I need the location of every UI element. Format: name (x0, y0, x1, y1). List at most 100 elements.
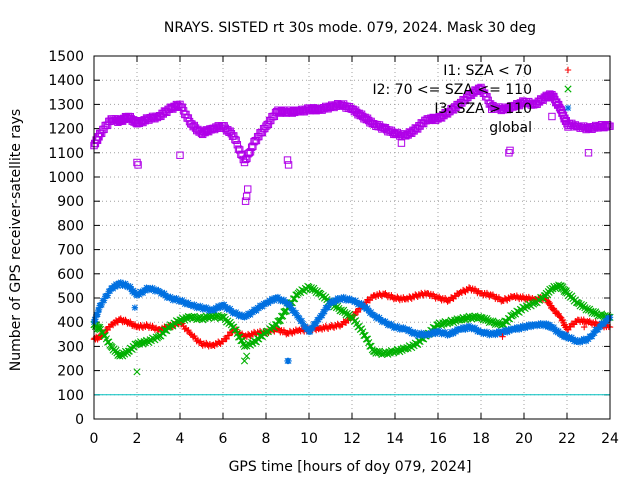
data-point (220, 301, 228, 308)
data-point (420, 332, 427, 339)
data-point (271, 297, 278, 304)
data-point (312, 320, 320, 327)
data-point (318, 312, 326, 319)
outlier-point (284, 161, 293, 169)
data-point (256, 332, 264, 340)
data-point (455, 326, 462, 334)
plot-frame (93, 55, 611, 420)
legend-marker (564, 85, 572, 93)
data-point (516, 326, 523, 333)
legend: I1: SZA < 70 I2: 70 <= SZA <= 110 I3: SZA … (372, 63, 572, 136)
outlier-point (133, 158, 141, 167)
data-point (591, 329, 598, 337)
x-tick-label: 2 (133, 431, 142, 447)
y-tick-label: 0 (75, 412, 84, 428)
data-point (232, 136, 240, 145)
data-point (304, 325, 312, 333)
data-point (292, 309, 300, 316)
data-point (605, 315, 613, 322)
data-point (444, 332, 451, 339)
y-tick-label: 700 (57, 243, 84, 259)
data-point (388, 320, 395, 328)
outlier-point (488, 105, 496, 113)
legend-label: I1: SZA < 70 (443, 63, 532, 79)
legend-marker (564, 123, 572, 131)
x-tick-label: 20 (515, 431, 533, 447)
data-point (373, 313, 381, 320)
outlier-point (506, 146, 514, 155)
data-point (376, 314, 383, 321)
data-point (232, 308, 240, 316)
y-tick-label: 1100 (48, 146, 84, 162)
data-point (238, 311, 246, 319)
data-point (197, 302, 204, 310)
data-point (354, 308, 362, 316)
data-point (576, 339, 584, 346)
data-point (504, 329, 511, 336)
data-point (233, 141, 242, 149)
data-point (264, 120, 273, 129)
data-point (486, 317, 495, 325)
outlier-point (505, 149, 513, 157)
data-point (369, 311, 376, 318)
outlier-point (584, 149, 593, 157)
outliers (133, 105, 593, 205)
data-point (258, 128, 267, 137)
data-point (97, 129, 106, 137)
data-point (112, 346, 120, 354)
data-point (276, 316, 284, 325)
data-point (379, 317, 387, 324)
outlier-point (548, 112, 556, 121)
outlier-point (176, 151, 184, 159)
data-point (231, 326, 239, 334)
data-point (249, 309, 257, 316)
outliers (499, 323, 588, 340)
data-point (603, 121, 612, 129)
data-point (100, 297, 108, 304)
data-point (283, 300, 290, 307)
data-point (114, 282, 122, 290)
data-point (545, 300, 553, 308)
series-2 (90, 281, 614, 360)
data-point (365, 307, 372, 314)
data-point (156, 288, 163, 295)
y-tick-label: 200 (57, 364, 84, 380)
outlier-point (244, 185, 252, 193)
outliers (133, 352, 251, 376)
data-point (179, 296, 186, 304)
data-point (142, 287, 149, 294)
data-point (185, 326, 192, 334)
data-point (483, 315, 491, 323)
data-point (530, 322, 537, 329)
x-tick-label: 4 (176, 431, 185, 447)
data-point (160, 326, 169, 334)
chart-title: NRAYS. SISTED rt 30s mode. 079, 2024. Ma… (164, 20, 536, 36)
data-point (352, 297, 359, 304)
x-tick-label: 22 (558, 431, 576, 447)
outlier-point (283, 156, 292, 164)
data-point (236, 146, 244, 154)
outlier-point (133, 368, 141, 376)
data-point (441, 108, 449, 117)
data-point (94, 311, 101, 318)
data-point (487, 330, 494, 337)
y-tick-label: 1500 (48, 49, 84, 65)
y-tick-label: 1000 (48, 170, 84, 186)
data-point (280, 296, 288, 303)
data-point (422, 331, 430, 339)
legend-marker (564, 66, 572, 74)
data-point (260, 329, 268, 337)
data-point (562, 333, 569, 341)
data-point (464, 325, 472, 332)
x-tick-label: 10 (300, 431, 318, 447)
y-tick-label: 1400 (48, 73, 84, 89)
data-point (555, 328, 562, 335)
data-point (115, 280, 123, 287)
data-point (222, 303, 229, 311)
data-point (158, 289, 166, 296)
data-point (96, 323, 104, 332)
x-tick-label: 24 (601, 431, 619, 447)
data-point (98, 301, 105, 309)
y-tick-label: 600 (57, 267, 84, 283)
data-point (521, 325, 529, 332)
